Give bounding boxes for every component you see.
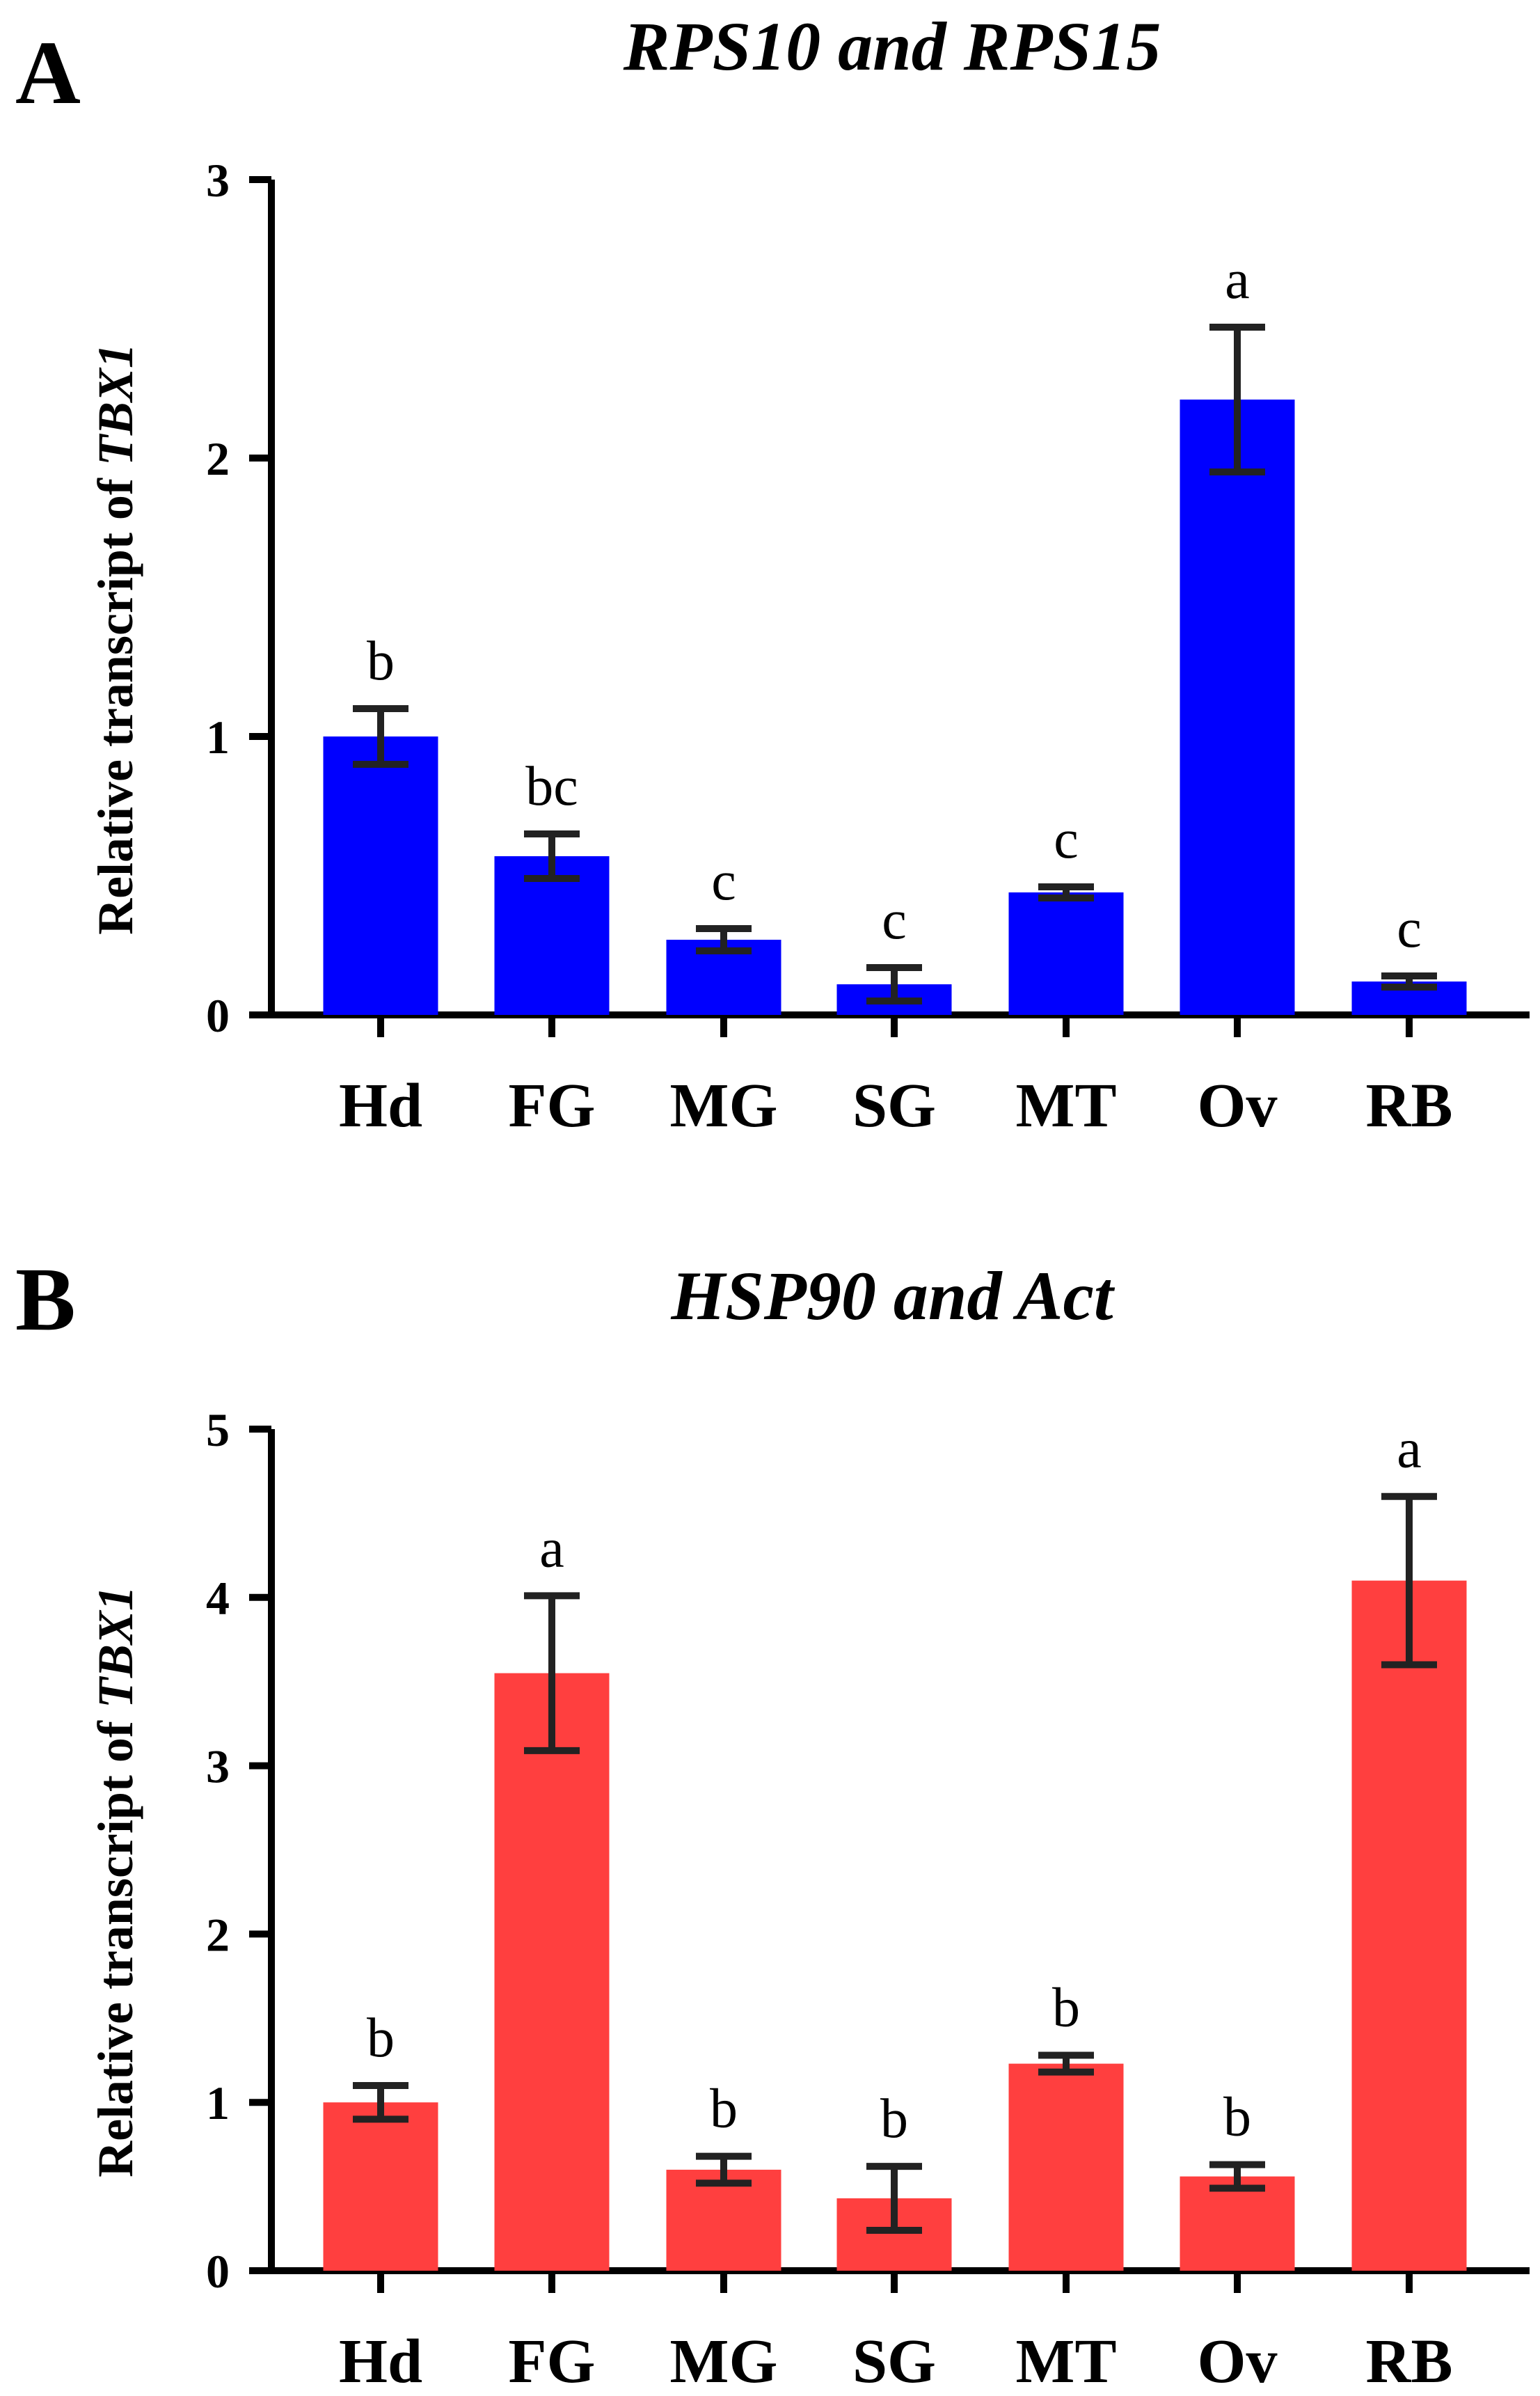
panel-a-error-bar-Ov [1209,324,1265,475]
panel-a-category-label-Hd: Hd [339,1071,422,1140]
panel-a-category-label-MT: MT [1016,1071,1117,1140]
panel-a-error-bar-SG [866,964,922,1004]
panel-b-error-bar-Hd [353,2082,408,2123]
panel-b-category-label-Hd: Hd [339,2327,422,2396]
panel-a-error-bar-Hd [353,705,408,768]
panel-b-y-axis-label-prefix: Relative transcript of [88,1708,143,2177]
panel-b-y-tick-label-5: 5 [206,1403,230,1456]
panel-a-category-label-MG: MG [670,1071,778,1140]
panel-b-sig-label-SG: b [880,2088,908,2150]
panel-b-bar-MT [1008,2063,1124,2271]
panel-a-category-label-Ov: Ov [1197,1071,1277,1140]
panel-b-category-label-MG: MG [670,2327,778,2396]
panel-b-sig-label-MG: b [710,2079,738,2140]
panel-b-error-bar-Ov [1209,2161,1265,2192]
panel-b-y-tick-label-3: 3 [206,1740,230,1793]
panel-a-y-tick-label-2: 2 [206,432,230,485]
panel-a-sig-label-RB: c [1397,898,1422,959]
panel-b-y-axis-label: Relative transcript of TBX1 [88,1586,143,2177]
panel-a: A RPS10 and RPS15 Relative transcript of… [15,8,1530,1140]
panel-b-bar-Ov [1180,2176,1295,2271]
panel-b-error-bar-FG [524,1592,580,1754]
panel-b-bar-RB [1351,1580,1467,2271]
panel-b-sig-label-Ov: b [1223,2087,1251,2148]
panel-b-axes: Hd FG MG SG MT Ov RB 0 1 2 3 4 5 [206,1403,1530,2396]
panel-a-sig-label-MG: c [711,851,736,912]
panel-b-title: HSP90 and Act [670,1257,1115,1334]
panel-b-bar-FG [494,1673,610,2271]
panel-b-y-tick-label-4: 4 [206,1572,230,1625]
panel-b-category-label-RB: RB [1365,2327,1452,2396]
panel-a-error-bar-FG [524,830,580,882]
panel-b-y-tick-label-0: 0 [206,2245,230,2298]
panel-b-letter: B [15,1250,76,1350]
panel-a-letter: A [15,23,81,123]
panel-a-y-axis-label-prefix: Relative transcript of [88,466,143,935]
panel-a-bar-Ov [1180,400,1295,1015]
panel-a-sig-label-FG: bc [525,756,578,817]
panel-b-sig-label-FG: a [539,1518,564,1579]
panel-a-bar-MT [1008,892,1124,1015]
panel-b-error-bar-SG [866,2163,922,2234]
panel-a-sig-label-SG: c [882,890,907,951]
panel-a-sig-label-Ov: a [1225,249,1250,310]
panel-b-category-label-Ov: Ov [1197,2327,1277,2396]
panel-a-y-axis-label-gene: TBX1 [88,343,143,466]
panel-a-axes: Hd FG MG SG MT Ov RB 0 1 2 3 [206,154,1530,1140]
panel-a-error-bar-MG [696,925,752,954]
panel-b-sig-label-Hd: b [367,2008,395,2069]
panel-b-error-bar-MG [696,2152,752,2187]
panel-b-sig-label-MT: b [1052,1977,1080,2038]
panel-b-bars: b a b b b b a [323,1419,1467,2271]
panel-b-sig-label-RB: a [1397,1419,1422,1480]
panel-a-y-axis-label: Relative transcript of TBX1 [88,343,143,935]
panel-a-category-label-SG: SG [852,1071,936,1140]
panel-b-category-label-SG: SG [852,2327,936,2396]
panel-a-y-tick-label-3: 3 [206,154,230,207]
panel-a-sig-label-MT: c [1054,809,1079,870]
panel-a-category-label-RB: RB [1365,1071,1452,1140]
panel-a-error-bar-MT [1038,883,1094,901]
panel-a-sig-label-Hd: b [367,631,395,692]
panel-a-bar-Hd [323,736,438,1015]
panel-b-category-label-FG: FG [509,2327,596,2396]
panel-a-error-bar-RB [1381,972,1437,991]
panel-b-y-tick-label-1: 1 [206,2076,230,2129]
panel-a-bar-FG [494,856,610,1015]
panel-b-y-axis-label-gene: TBX1 [88,1586,143,1708]
panel-a-category-label-FG: FG [509,1071,596,1140]
panel-a-y-tick-label-1: 1 [206,711,230,764]
panel-a-y-tick-label-0: 0 [206,989,230,1042]
panel-b-y-tick-label-2: 2 [206,1908,230,1961]
panel-b-error-bar-MT [1038,2051,1094,2076]
panel-a-bars: b bc c c c a c [323,249,1467,1015]
panel-b: B HSP90 and Act Relative transcript of T… [15,1250,1530,2396]
panel-b-bar-Hd [323,2102,438,2271]
panel-b-category-label-MT: MT [1016,2327,1117,2396]
panel-b-error-bar-RB [1381,1492,1437,1669]
panel-a-title: RPS10 and RPS15 [623,8,1161,85]
